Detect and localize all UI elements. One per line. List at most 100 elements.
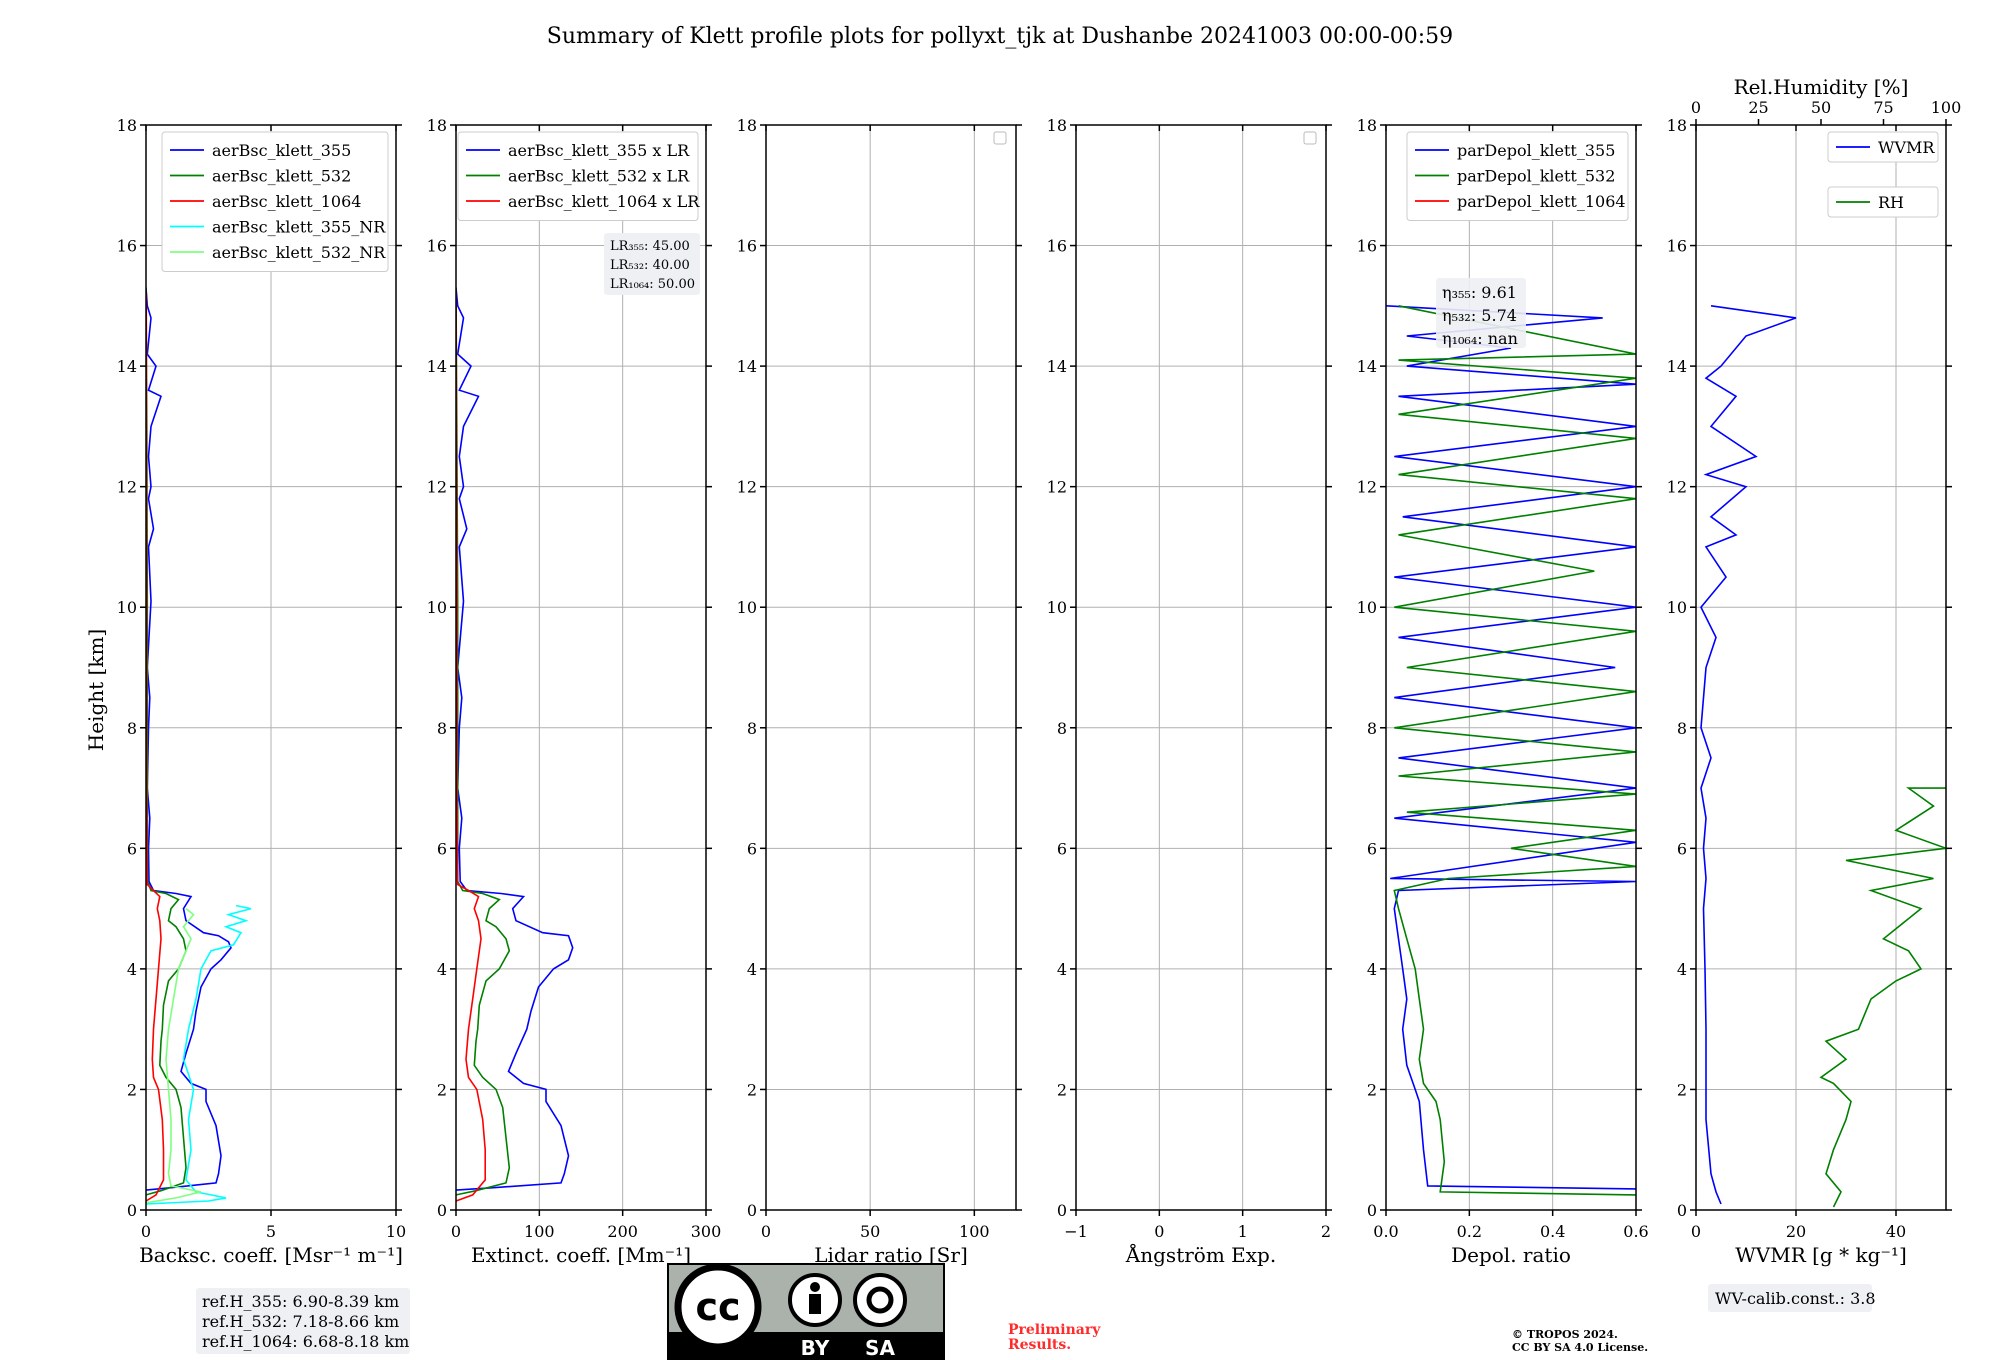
series-line-aerBsc_klett_355_NR <box>146 904 252 1205</box>
preliminary-note: Results. <box>1008 1337 1071 1353</box>
x-tick-label: 5 <box>266 1222 276 1241</box>
legend-box <box>457 131 699 221</box>
eta-info-box <box>1436 278 1526 348</box>
empty-legend-box <box>1303 131 1317 145</box>
eta-info-text: η₅₃₂: 5.74 <box>1442 306 1517 325</box>
series-line-parDepol_klett_355 <box>1386 305 1636 1190</box>
legend-label: aerBsc_klett_1064 <box>212 192 361 211</box>
x-tick-label: 200 <box>607 1222 638 1241</box>
y-tick-label: 12 <box>427 478 447 497</box>
axes-frame <box>765 124 1017 1211</box>
sa-label: SA <box>865 1336 895 1360</box>
legend-box <box>161 131 389 272</box>
y-tick-label: 2 <box>437 1080 447 1099</box>
y-tick-label: 18 <box>1047 116 1067 135</box>
y-tick-label: 18 <box>1667 116 1687 135</box>
x-tick-label: 40 <box>1886 1222 1906 1241</box>
series-line-parDepol_klett_532 <box>1393 305 1636 1196</box>
ref-height-text: ref.H_1064: 6.68-8.18 km <box>202 1332 409 1351</box>
y-tick-label: 0 <box>747 1201 757 1220</box>
x-tick-label: 0.0 <box>1373 1222 1398 1241</box>
y-tick-label: 14 <box>1047 357 1067 376</box>
copyright-note: CC BY SA 4.0 License. <box>1512 1341 1648 1354</box>
y-tick-label: 16 <box>427 237 447 256</box>
y-tick-label: 16 <box>1667 237 1687 256</box>
x2-tick-label: 100 <box>1931 98 1962 117</box>
x-axis-label: Ångström Exp. <box>1125 1242 1276 1267</box>
axes-frame <box>455 124 707 1211</box>
panel-5: 0.0 0.2 0.4 0.6 0 2 4 6 8 10 12 14 16 18 Depol. ratio p… <box>1357 116 1649 1267</box>
series-line-aerBsc_klett_532_NR <box>146 907 202 1204</box>
axes-frame <box>1695 124 1947 1211</box>
legend-label: aerBsc_klett_355 x LR <box>508 141 690 160</box>
x-tick-label: 300 <box>691 1222 722 1241</box>
ref-height-box <box>196 1288 410 1354</box>
y-tick-label: 8 <box>1677 719 1687 738</box>
y-tick-label: 6 <box>1367 839 1377 858</box>
y-tick-label: 8 <box>127 719 137 738</box>
series-line-RH <box>1819 787 1946 1208</box>
series-line-WVMR <box>1700 305 1797 1205</box>
lr-info-text: LR₁₀₆₄: 50.00 <box>610 277 695 292</box>
x2-tick-label: 50 <box>1811 98 1831 117</box>
y-tick-label: 6 <box>127 839 137 858</box>
y-tick-label: 16 <box>1357 237 1377 256</box>
legend-label: parDepol_klett_355 <box>1457 141 1615 160</box>
legend-label: aerBsc_klett_355_NR <box>212 218 386 237</box>
y-tick-label: 16 <box>1047 237 1067 256</box>
y-tick-label: 4 <box>127 960 137 979</box>
ref-height-text: ref.H_532: 7.18-8.66 km <box>202 1312 399 1331</box>
x-axis-label: Extinct. coeff. [Mm⁻¹] <box>471 1243 691 1267</box>
x-tick-label: 50 <box>860 1222 880 1241</box>
series-line-aerBsc_klett_532 x LR <box>456 287 511 1196</box>
y-tick-label: 2 <box>1367 1080 1377 1099</box>
y-axis-label: Height [km] <box>84 629 108 751</box>
wv-calib-text: WV-calib.const.: 3.8 <box>1715 1289 1876 1308</box>
legend-label: parDepol_klett_1064 <box>1457 192 1626 211</box>
series-line-aerBsc_klett_355 <box>146 287 232 1191</box>
x-tick-label: 100 <box>959 1222 990 1241</box>
cc-icon <box>674 1263 762 1351</box>
x-tick-label: 0.6 <box>1623 1222 1648 1241</box>
y-tick-label: 10 <box>1047 598 1067 617</box>
y-tick-label: 4 <box>1367 960 1377 979</box>
y-tick-label: 12 <box>1357 478 1377 497</box>
by-icon-head <box>810 1282 820 1292</box>
y-tick-label: 12 <box>117 478 137 497</box>
y-tick-label: 2 <box>1057 1080 1067 1099</box>
y-tick-label: 12 <box>737 478 757 497</box>
legend-label: aerBsc_klett_532_NR <box>212 243 386 262</box>
y-tick-label: 18 <box>117 116 137 135</box>
y-tick-label: 10 <box>1667 598 1687 617</box>
y-tick-label: 6 <box>437 839 447 858</box>
y-tick-label: 16 <box>737 237 757 256</box>
legend-label: parDepol_klett_532 <box>1457 167 1615 186</box>
x-tick-label: 0 <box>451 1222 461 1241</box>
axes-frame <box>1385 124 1637 1211</box>
ref-height-text: ref.H_355: 6.90-8.39 km <box>202 1292 399 1311</box>
y-tick-label: 10 <box>427 598 447 617</box>
x2-axis-label: Rel.Humidity [%] <box>1734 75 1909 99</box>
y-tick-label: 10 <box>1357 598 1377 617</box>
y-tick-label: 14 <box>737 357 757 376</box>
legend-label: RH <box>1878 193 1904 212</box>
y-tick-label: 14 <box>117 357 137 376</box>
y-tick-label: 2 <box>1677 1080 1687 1099</box>
copyright-note: © TROPOS 2024. <box>1512 1328 1618 1341</box>
empty-legend-box <box>993 131 1007 145</box>
x2-tick-label: 0 <box>1691 98 1701 117</box>
y-tick-label: 12 <box>1667 478 1687 497</box>
y-tick-label: 6 <box>747 839 757 858</box>
panel-6: 0 20 40 0 2 4 6 8 10 12 14 16 18 WVMR [g * kg⁻¹] 0 25 50… <box>1667 75 1962 1312</box>
y-tick-label: 12 <box>1047 478 1067 497</box>
y-tick-label: 6 <box>1057 839 1067 858</box>
legend-label: aerBsc_klett_1064 x LR <box>508 192 700 211</box>
figure-title: Summary of Klett profile plots for polly… <box>547 24 1453 49</box>
y-tick-label: 8 <box>747 719 757 738</box>
y-tick-label: 18 <box>737 116 757 135</box>
y-tick-label: 4 <box>1057 960 1067 979</box>
y-tick-label: 8 <box>1057 719 1067 738</box>
